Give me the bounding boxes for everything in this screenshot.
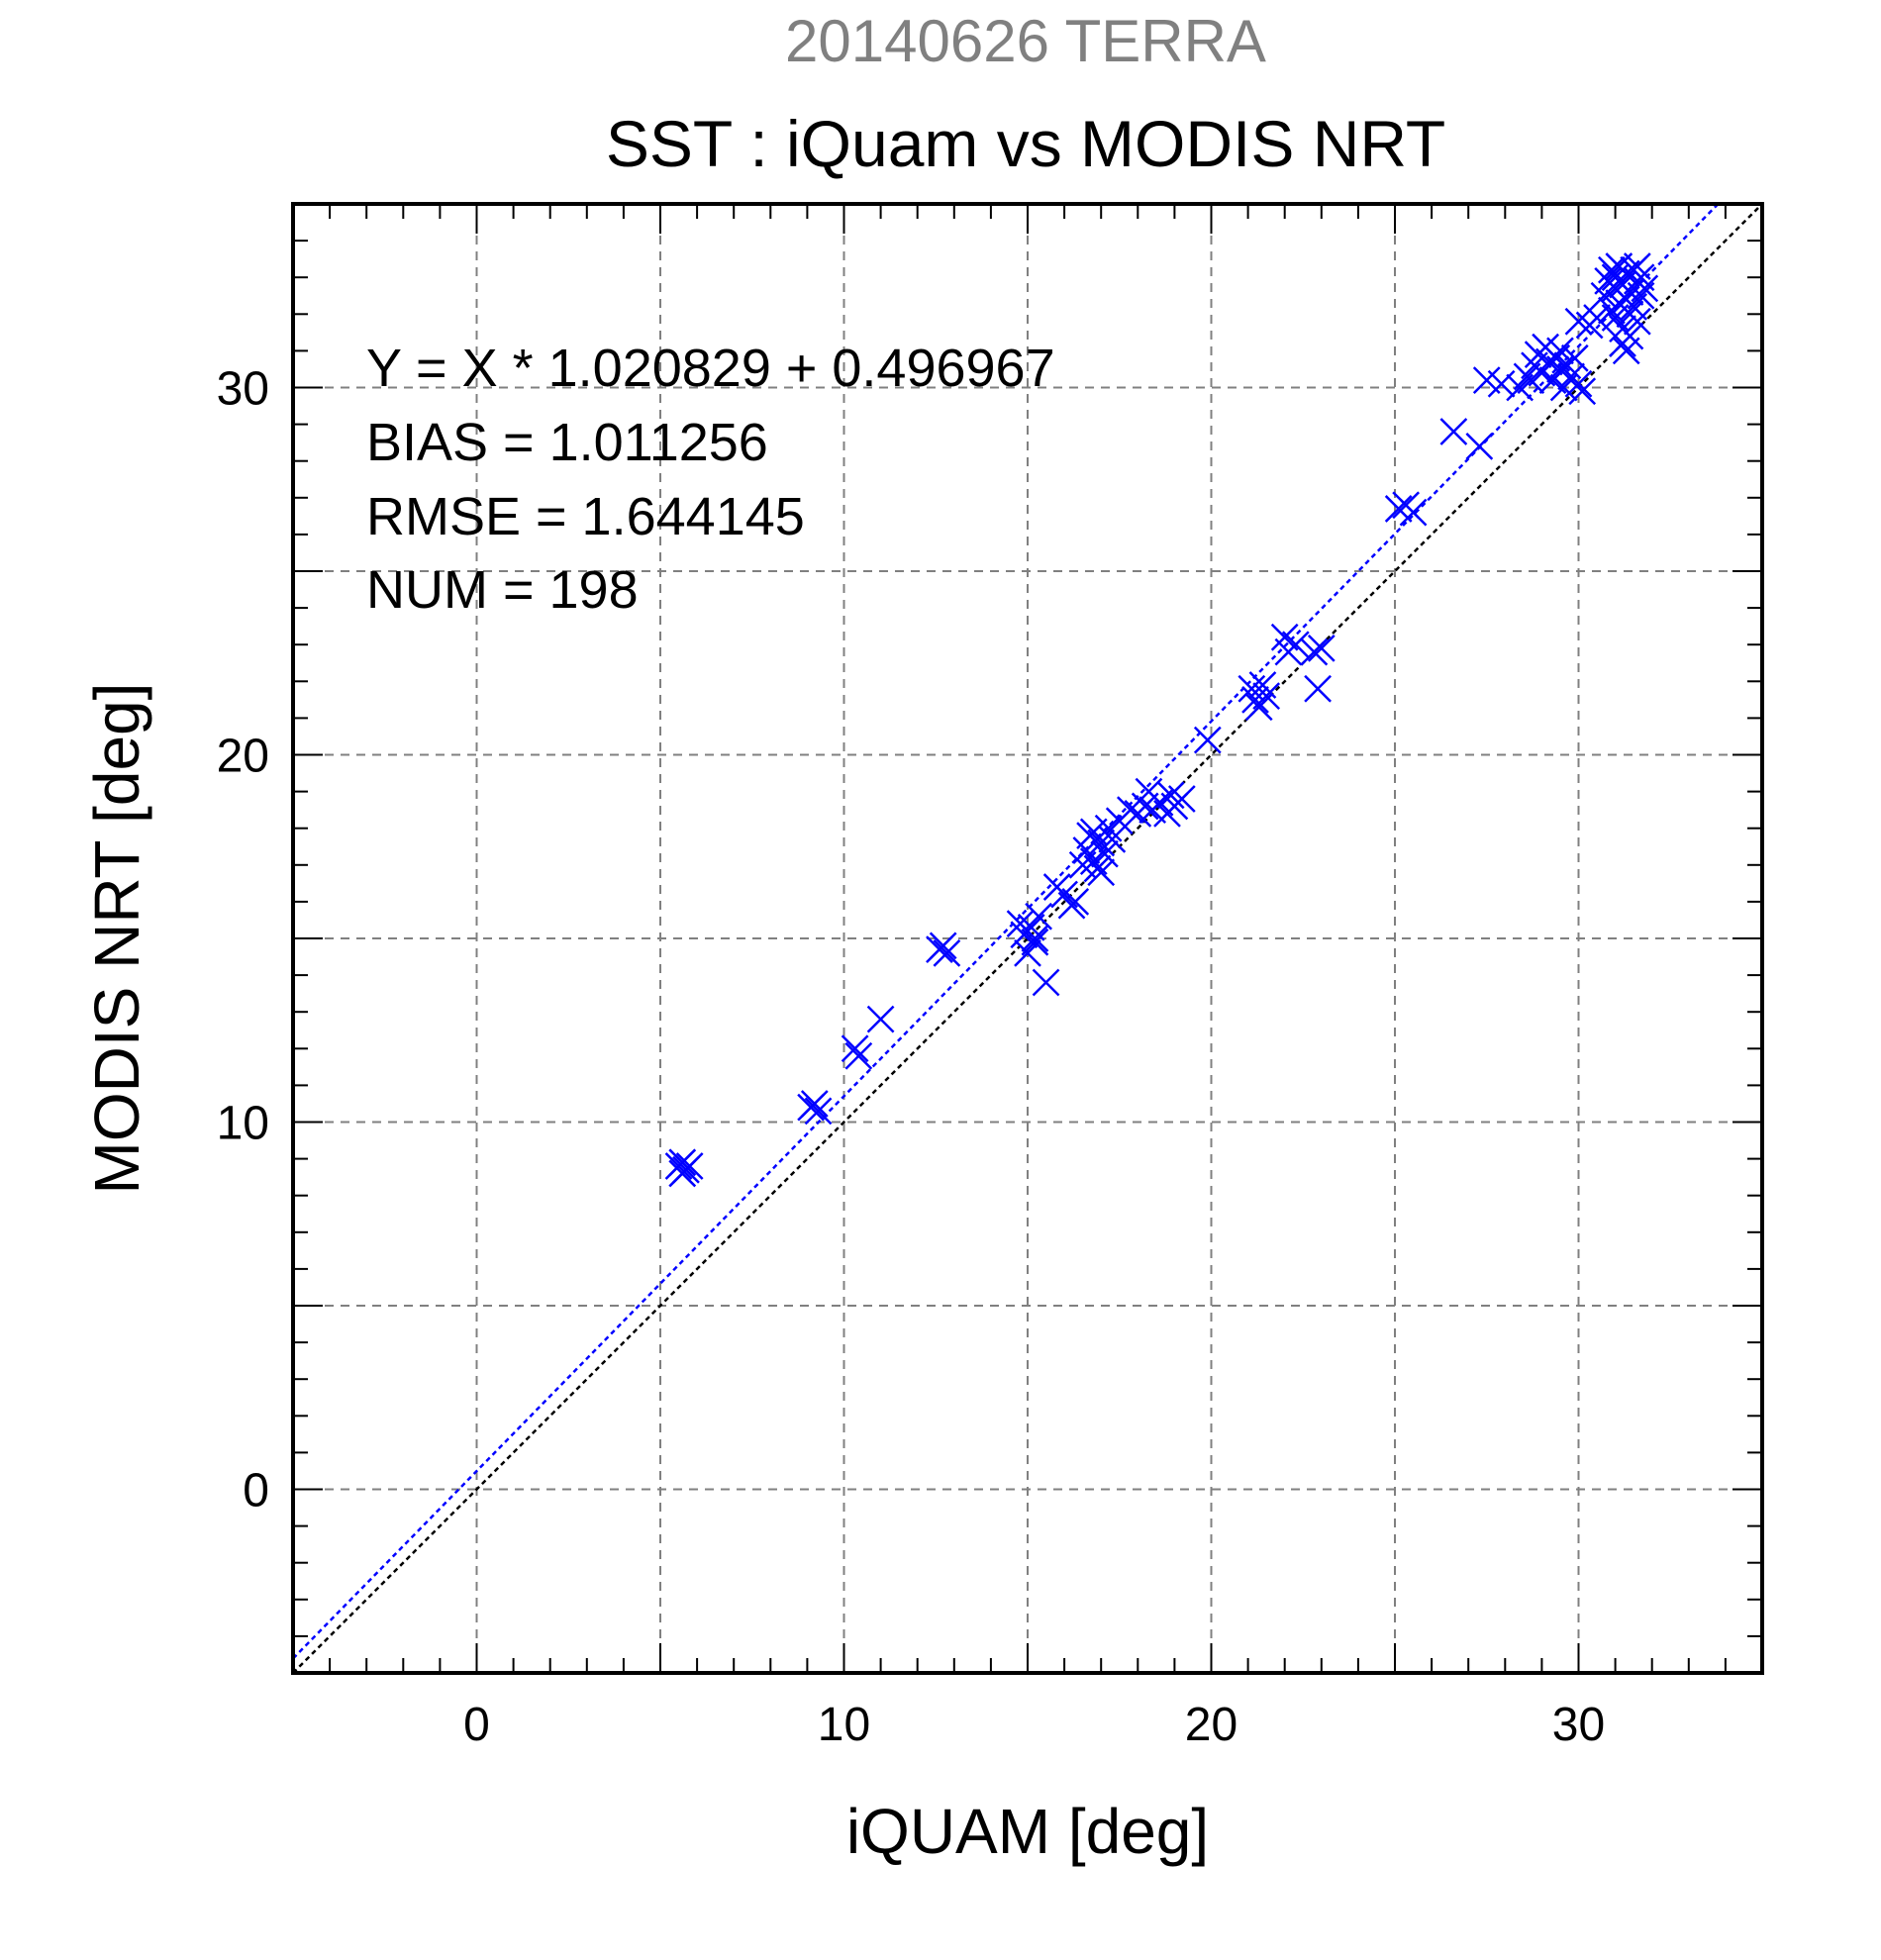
x-tick-label: 30 [1552, 1699, 1605, 1751]
data-point [841, 1034, 869, 1063]
y-axis-label: MODIS NRT [deg] [81, 683, 152, 1195]
data-point [1623, 252, 1651, 280]
stats-bias: BIAS = 1.011256 [366, 413, 768, 472]
data-point [1300, 637, 1329, 666]
data-point [866, 1005, 895, 1033]
stats-regression: Y = X * 1.020829 + 0.496967 [366, 339, 1055, 398]
stats-box: Y = X * 1.020829 + 0.496967 BIAS = 1.011… [366, 339, 1055, 620]
data-point [1631, 274, 1659, 303]
data-point [800, 1090, 829, 1118]
data-point [1616, 322, 1644, 350]
data-point [1560, 343, 1589, 372]
data-point [1025, 902, 1053, 931]
x-tick-label: 0 [463, 1699, 490, 1751]
data-point [1601, 304, 1630, 332]
data-point [929, 931, 957, 960]
data-point [1167, 785, 1196, 813]
data-point [1487, 369, 1516, 398]
data-point [1098, 825, 1127, 853]
data-point [804, 1097, 833, 1126]
data-point [1627, 263, 1655, 292]
data-point [1238, 674, 1266, 703]
chart-title: SST : iQuam vs MODIS NRT [606, 107, 1445, 180]
data-point [1193, 726, 1222, 754]
data-point [1307, 635, 1336, 662]
data-point [1252, 682, 1281, 711]
data-point [844, 1041, 873, 1070]
data-point [1032, 968, 1060, 997]
plot-frame [291, 202, 1764, 1675]
chart-supertitle: 20140626 TERRA [785, 8, 1266, 74]
data-point [1281, 631, 1310, 659]
data-point [1241, 685, 1269, 714]
x-tick-label: 20 [1185, 1699, 1238, 1751]
identity-line [292, 203, 1763, 1674]
data-point [668, 1148, 697, 1177]
y-tick-label: 30 [217, 363, 269, 416]
data-point [1021, 928, 1049, 956]
x-axis-label: iQUAM [deg] [846, 1796, 1209, 1867]
data-point [1156, 781, 1185, 810]
stats-num: NUM = 198 [366, 560, 639, 620]
data-point [668, 1159, 697, 1188]
x-tick-label: 10 [818, 1699, 870, 1751]
tick-labels: 0 0 10 10 20 20 30 30 [217, 363, 1606, 1752]
y-tick-label: 0 [243, 1465, 269, 1518]
data-point [1465, 432, 1494, 460]
data-point [1091, 839, 1119, 868]
stats-rmse: RMSE = 1.644145 [366, 487, 805, 546]
data-point [1439, 418, 1468, 445]
data-point [1061, 888, 1090, 916]
data-point [1087, 858, 1116, 887]
y-tick-label: 20 [217, 731, 269, 783]
scatter-points [664, 252, 1659, 1188]
data-point [1568, 377, 1597, 406]
data-point [1546, 337, 1574, 365]
data-point [1399, 498, 1428, 527]
data-point [1248, 671, 1277, 699]
data-point [1079, 818, 1108, 846]
data-point [1517, 366, 1545, 394]
data-point [1564, 369, 1593, 398]
data-point [1564, 307, 1593, 336]
y-tick-label: 10 [217, 1098, 269, 1150]
data-point [933, 938, 961, 967]
data-point [1304, 674, 1332, 703]
